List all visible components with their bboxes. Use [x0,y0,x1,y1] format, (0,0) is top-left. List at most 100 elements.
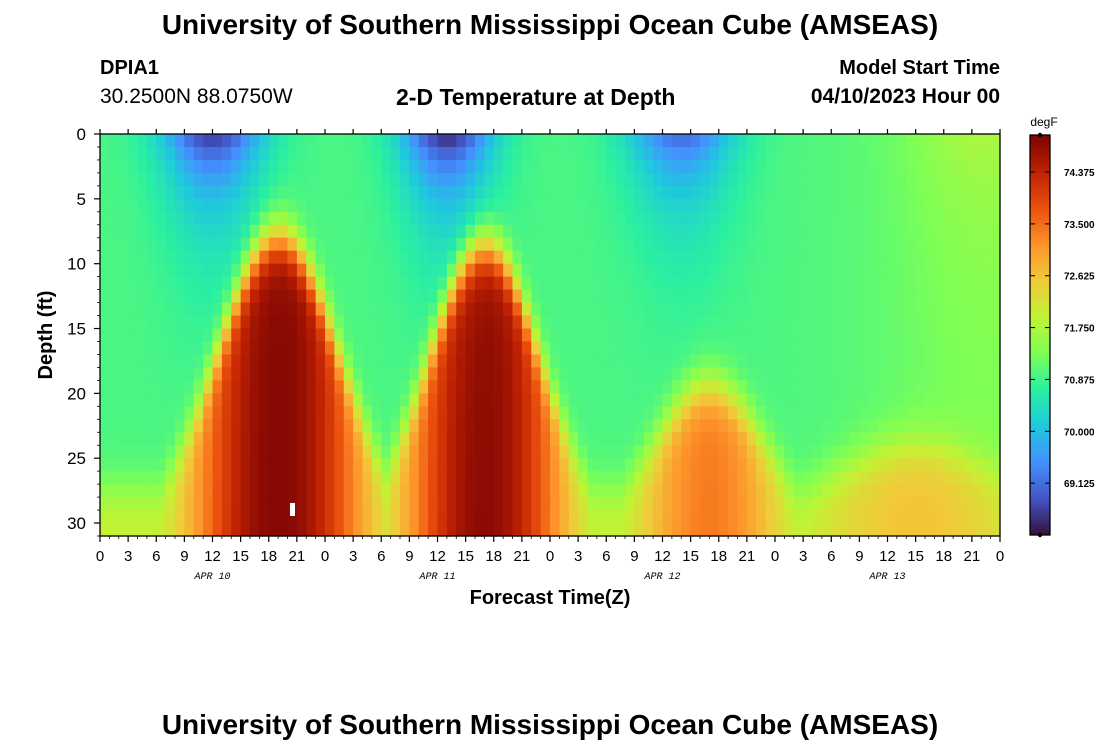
heatmap-cell [400,471,410,485]
heatmap-cell [746,276,757,291]
heatmap-cell [943,341,954,356]
heatmap-cell [784,250,795,265]
heatmap-cell [643,523,654,537]
heatmap-cell [381,497,392,511]
heatmap-cell [971,406,982,420]
heatmap-cell [643,250,654,265]
heatmap-cell [531,458,542,472]
heatmap-cell [784,406,795,420]
heatmap-cell [203,276,214,291]
heatmap-cell [943,289,954,304]
heatmap-cell [137,367,148,381]
heatmap-cell [531,497,542,511]
heatmap-cell [334,211,345,226]
heatmap-cell [578,315,589,330]
heatmap-cell [831,263,842,278]
heatmap-cell [690,250,701,265]
heatmap-cell [643,224,654,239]
heatmap-cell [887,134,898,148]
heatmap-cell [568,380,579,394]
temperature-depth-chart: 0 3 6 9 12 15 18 21 0 3 6 9 12 15 18 21 0 3 6 9 12 15 18 21 0 3 6 9… [35,115,1095,609]
heatmap-cell [390,380,401,394]
heatmap-cell [512,458,523,472]
heatmap-cell [184,497,195,511]
heatmap-cell [953,432,964,446]
heatmap-cell [390,159,401,174]
heatmap-cell [493,159,504,174]
heatmap-cell [606,523,617,537]
heatmap-cell [137,315,148,330]
heatmap-cell [231,185,242,200]
heatmap-cell [503,146,514,161]
heatmap-cell [521,237,532,252]
heatmap-cell [390,276,401,291]
heatmap-cell [221,172,232,187]
heatmap-cell [203,393,214,407]
heatmap-cell [578,263,589,278]
heatmap-cell [990,432,1001,446]
heatmap-cell [118,211,129,226]
heatmap-cell [606,445,617,459]
heatmap-cell [784,289,795,304]
heatmap-cell [634,471,645,485]
heatmap-cell [193,302,204,317]
heatmap-cell [906,341,917,356]
heatmap-cell [831,458,842,472]
heatmap-cell [371,134,382,148]
heatmap-cell [690,185,701,200]
heatmap-cell [981,134,992,148]
heatmap-cell [268,341,279,356]
heatmap-cell [587,419,598,433]
heatmap-cell [718,263,729,278]
heatmap-cell [156,134,167,148]
heatmap-cell [906,172,917,187]
heatmap-cell [934,172,945,187]
heatmap-cell [465,211,476,226]
heatmap-cell [709,354,720,369]
heatmap-cell [615,341,626,356]
x-tick-label: 12 [654,548,671,565]
heatmap-cell [690,224,701,239]
heatmap-cell [203,419,214,433]
heatmap-cell [446,393,457,407]
heatmap-cell [643,393,654,407]
y-tick-label: 0 [77,125,86,144]
heatmap-cell [184,276,195,291]
heatmap-cell [493,185,504,200]
heatmap-cell [962,367,973,381]
heatmap-cell [418,263,429,278]
heatmap-cell [400,172,410,187]
heatmap-cell [896,146,907,161]
heatmap-cell [259,159,270,174]
heatmap-cell [981,159,992,174]
heatmap-cell [137,146,148,161]
heatmap-cell [962,211,973,226]
heatmap-cell [475,432,485,446]
heatmap-cell [240,354,251,369]
heatmap-cell [250,471,260,485]
heatmap-cell [184,172,195,187]
heatmap-cell [362,458,373,472]
heatmap-cell [596,354,607,369]
heatmap-cell [625,315,635,330]
heatmap-cell [493,406,504,420]
heatmap-cell [212,497,223,511]
heatmap-cell [381,484,392,498]
heatmap-cell [306,250,317,265]
heatmap-cell [681,159,692,174]
heatmap-cell [118,276,129,291]
heatmap-cell [943,510,954,524]
heatmap-cell [568,484,579,498]
heatmap-cell [803,380,814,394]
heatmap-cell [540,510,551,524]
heatmap-cell [615,159,626,174]
heatmap-cell [268,315,279,330]
heatmap-cell [334,367,345,381]
heatmap-cell [971,393,982,407]
heatmap-cell [521,419,532,433]
heatmap-cell [109,315,120,330]
heatmap-cell [990,510,1001,524]
heatmap-cell [728,432,739,446]
heatmap-cell [896,302,907,317]
heatmap-cell [231,484,242,498]
